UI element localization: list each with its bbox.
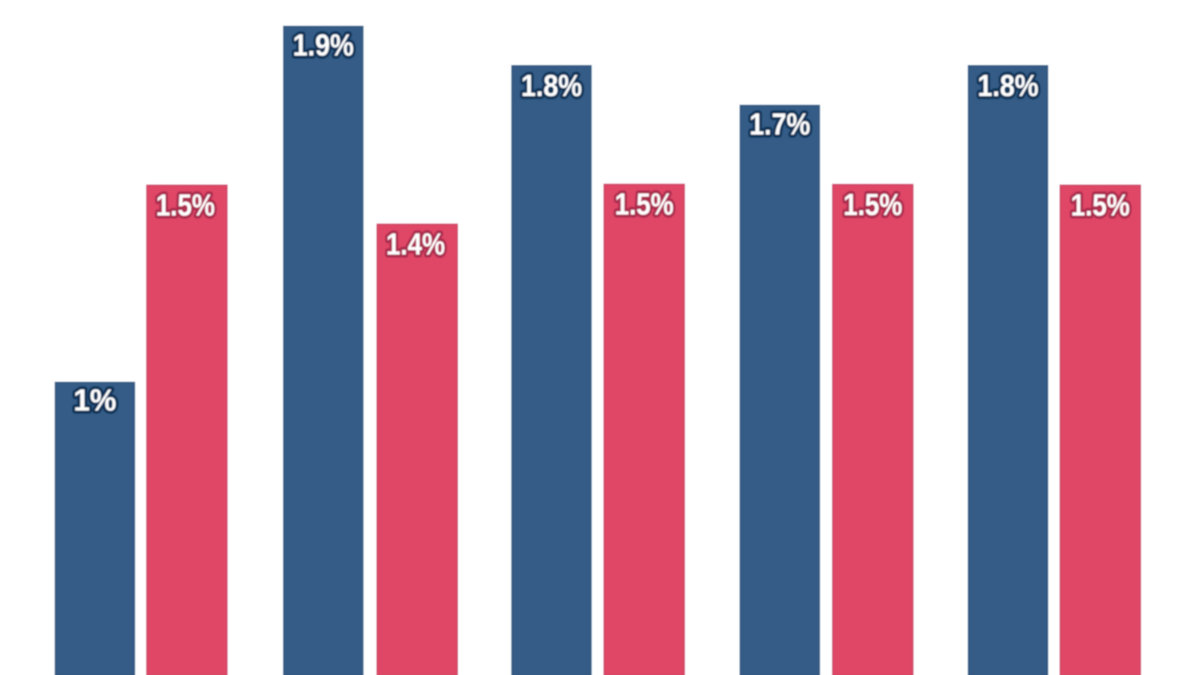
svg-text:1.8%: 1.8% bbox=[978, 68, 1039, 103]
svg-text:1.9%: 1.9% bbox=[293, 28, 354, 63]
svg-text:1%: 1% bbox=[73, 383, 116, 418]
svg-text:1.5%: 1.5% bbox=[615, 187, 674, 222]
svg-text:1.4%: 1.4% bbox=[386, 227, 445, 262]
svg-text:1.7%: 1.7% bbox=[749, 107, 810, 142]
svg-text:1.5%: 1.5% bbox=[843, 187, 902, 222]
svg-text:1.5%: 1.5% bbox=[1071, 188, 1130, 223]
svg-text:1.8%: 1.8% bbox=[521, 68, 582, 103]
svg-text:1.5%: 1.5% bbox=[156, 188, 215, 223]
